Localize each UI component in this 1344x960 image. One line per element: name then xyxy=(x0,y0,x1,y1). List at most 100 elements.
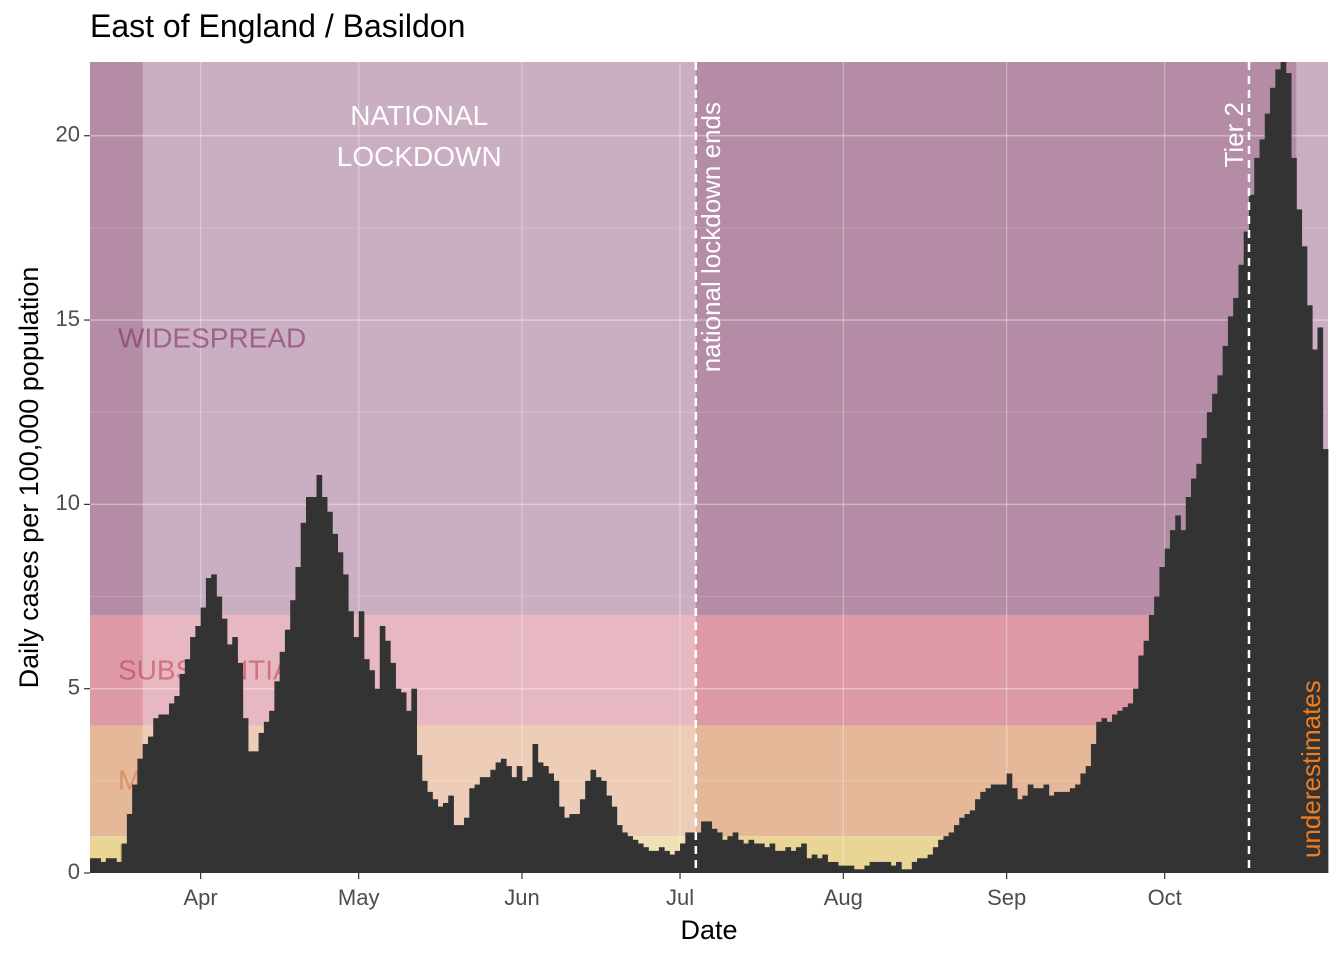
bar xyxy=(590,769,597,873)
bar xyxy=(163,714,170,873)
bar xyxy=(469,788,475,873)
bar xyxy=(511,777,518,873)
bar xyxy=(722,839,728,873)
y-tick-label: 5 xyxy=(68,674,80,699)
bar xyxy=(274,681,281,873)
bar xyxy=(864,865,871,873)
bar xyxy=(174,696,180,873)
bar xyxy=(132,784,138,873)
bar xyxy=(458,825,465,873)
bar xyxy=(1291,157,1297,873)
bar xyxy=(953,825,960,873)
bar xyxy=(242,718,249,873)
bar xyxy=(732,832,739,873)
bar xyxy=(1206,412,1213,873)
bar xyxy=(1322,449,1329,873)
bar xyxy=(785,847,792,873)
bar xyxy=(1233,297,1239,874)
bar xyxy=(890,865,897,873)
x-tick-label: Apr xyxy=(184,885,218,910)
bar xyxy=(811,854,818,873)
bar xyxy=(121,843,128,873)
bar xyxy=(527,777,533,873)
event-label: Tier 2 xyxy=(1219,102,1249,168)
bar xyxy=(927,854,934,873)
bar xyxy=(1011,788,1018,873)
bar xyxy=(911,861,918,873)
bar xyxy=(464,817,470,873)
bar xyxy=(780,850,786,873)
event-label: national lockdown ends xyxy=(696,102,726,372)
bar xyxy=(126,814,133,873)
bar xyxy=(105,858,112,873)
bar xyxy=(248,751,254,873)
bar xyxy=(1175,515,1181,873)
bar xyxy=(1169,530,1176,873)
bar xyxy=(853,869,860,873)
y-tick-label: 0 xyxy=(68,859,80,884)
bar xyxy=(448,795,454,873)
bar xyxy=(300,522,307,873)
lockdown-label-line2: LOCKDOWN xyxy=(337,141,502,172)
bar xyxy=(406,710,412,873)
x-tick-label: Oct xyxy=(1148,885,1182,910)
bar xyxy=(1006,773,1013,873)
bar xyxy=(585,780,591,873)
bar xyxy=(479,777,486,873)
bar xyxy=(1048,795,1055,873)
x-tick-label: May xyxy=(338,885,380,910)
x-tick-label: Sep xyxy=(987,885,1026,910)
bar xyxy=(790,850,797,873)
bar xyxy=(279,651,286,873)
bar xyxy=(990,784,997,873)
bar xyxy=(500,758,507,873)
bar xyxy=(237,662,244,873)
lockdown-label-line1: NATIONAL xyxy=(350,100,488,131)
bar xyxy=(680,843,686,873)
bar xyxy=(948,832,955,873)
bar xyxy=(1101,718,1108,873)
bar xyxy=(385,640,391,873)
bar xyxy=(1138,655,1145,873)
bar xyxy=(506,766,512,873)
bar xyxy=(1312,349,1318,873)
bar xyxy=(669,854,676,873)
bar xyxy=(1243,231,1250,873)
bar xyxy=(184,659,191,873)
bar xyxy=(1222,345,1229,874)
bar xyxy=(932,847,939,873)
bar xyxy=(342,574,349,873)
bar xyxy=(532,743,539,873)
bar xyxy=(474,784,481,873)
bar xyxy=(869,861,876,873)
bar xyxy=(801,843,807,873)
bar xyxy=(1259,139,1266,873)
bar xyxy=(1270,87,1276,873)
bar xyxy=(158,714,165,873)
band-widespread xyxy=(90,62,1328,615)
bar xyxy=(753,843,760,873)
bar xyxy=(226,644,233,873)
bar xyxy=(416,755,423,873)
bar xyxy=(874,861,881,873)
bar xyxy=(295,567,302,873)
y-tick-label: 20 xyxy=(56,122,80,147)
bar xyxy=(917,858,923,873)
bar xyxy=(1217,375,1224,873)
bar xyxy=(1112,714,1118,873)
bar xyxy=(1133,688,1139,873)
bar xyxy=(1001,784,1008,873)
x-axis-title: Date xyxy=(680,915,737,945)
bar xyxy=(400,692,407,873)
bar xyxy=(1185,496,1192,873)
bar xyxy=(1280,62,1287,873)
bar xyxy=(490,769,497,873)
bar xyxy=(548,773,554,873)
bar xyxy=(938,839,944,873)
bar xyxy=(1117,710,1123,873)
bar xyxy=(769,843,776,873)
bar xyxy=(1038,788,1044,873)
bar xyxy=(627,836,634,873)
bar xyxy=(885,861,892,873)
